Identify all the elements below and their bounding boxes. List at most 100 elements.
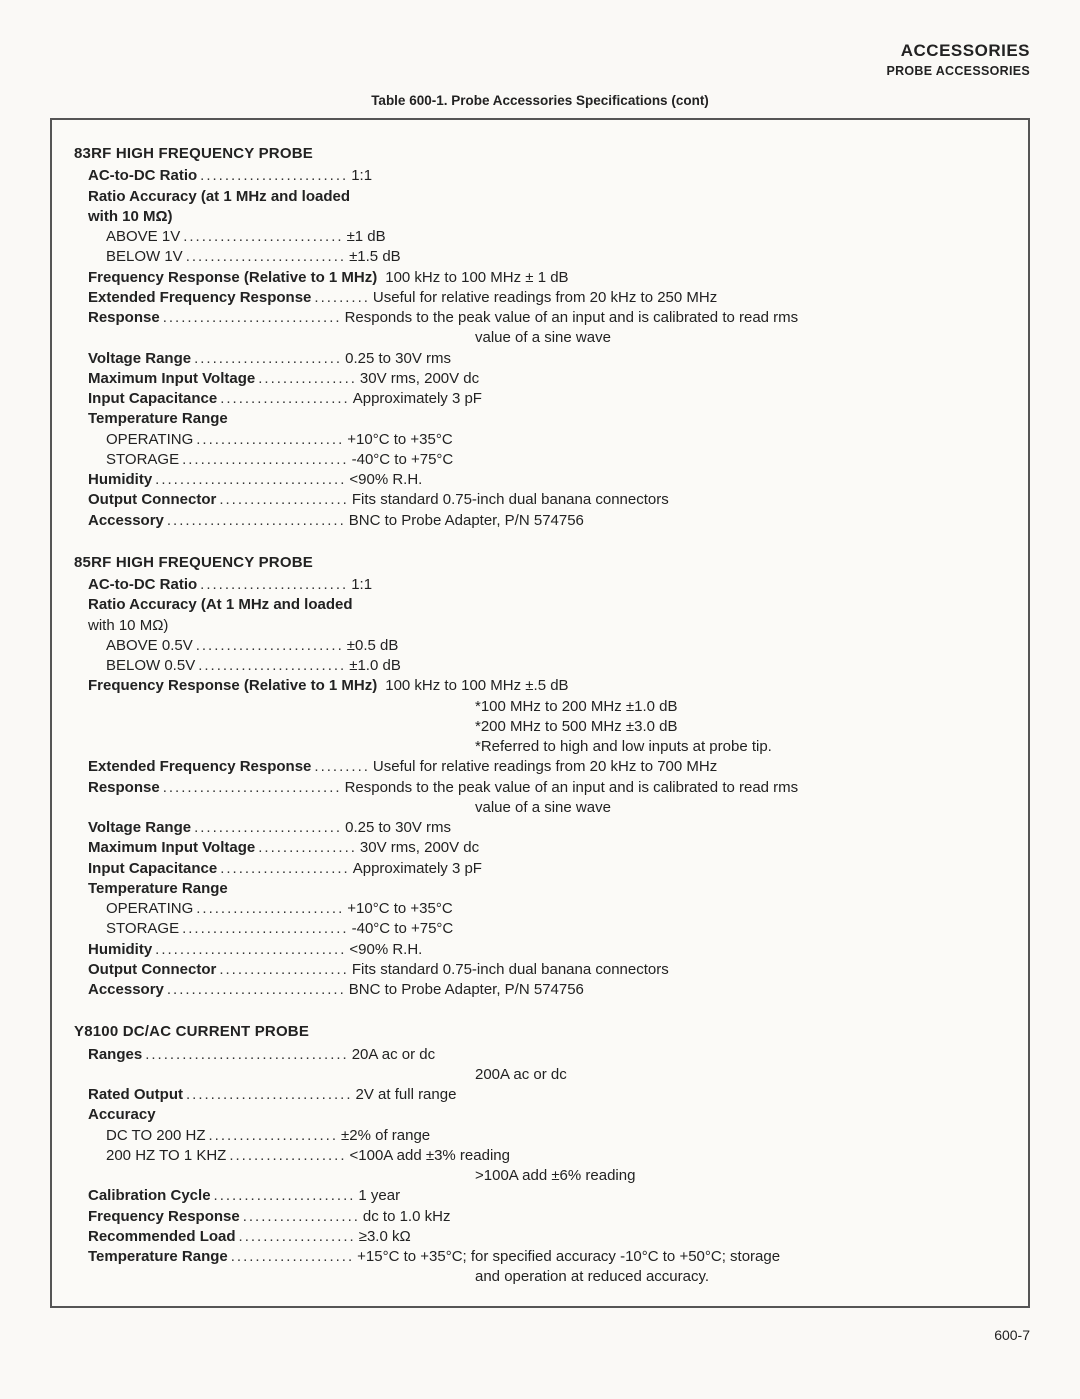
spec-label: Extended Frequency Response [88, 288, 311, 308]
spec-value: Fits standard 0.75-inch dual banana conn… [352, 960, 1006, 980]
spec-label: Temperature Range [88, 1247, 228, 1267]
spec-label: ABOVE 1V [106, 227, 180, 247]
spec-label: Humidity [88, 940, 152, 960]
spec-row: AC-to-DC Ratio ........................ … [74, 575, 1006, 595]
spec-value: -40°C to +75°C [352, 919, 1006, 939]
spec-value: 0.25 to 30V rms [345, 349, 1006, 369]
spec-value: ±1 dB [347, 227, 1006, 247]
table-caption: Table 600-1. Probe Accessories Specifica… [50, 92, 1030, 110]
spec-label: Ranges [88, 1045, 142, 1065]
spec-label: STORAGE [106, 450, 179, 470]
leader-dots: ................... [240, 1207, 363, 1227]
spec-label: Input Capacitance [88, 389, 217, 409]
leader-dots: ........................ [197, 166, 351, 186]
leader-dots: ..................... [217, 389, 353, 409]
spec-row: Extended Frequency Response ......... Us… [74, 288, 1006, 308]
leader-dots: ........................ [191, 818, 345, 838]
spec-row: STORAGE ........................... -40°… [74, 450, 1006, 470]
leader-dots: ............................... [152, 470, 349, 490]
spec-label: Accessory [88, 511, 164, 531]
spec-value-cont: >100A add ±6% reading [74, 1166, 1006, 1186]
spec-row: Input Capacitance ..................... … [74, 859, 1006, 879]
spec-row: ABOVE 1V .......................... ±1 d… [74, 227, 1006, 247]
leader-dots: ........................ [197, 575, 351, 595]
spec-label: Rated Output [88, 1085, 183, 1105]
spec-label: Humidity [88, 470, 152, 490]
spec-label: BELOW 0.5V [106, 656, 195, 676]
spec-row: Temperature Range .................... +… [74, 1247, 1006, 1267]
spec-row: ABOVE 0.5V ........................ ±0.5… [74, 636, 1006, 656]
spec-value: Approximately 3 pF [353, 389, 1006, 409]
leader-dots: ............................. [160, 778, 345, 798]
spec-row: Accuracy [74, 1105, 1006, 1125]
spec-row: BELOW 1V .......................... ±1.5… [74, 247, 1006, 267]
spec-row: Maximum Input Voltage ................ 3… [74, 838, 1006, 858]
spec-label: Accuracy [88, 1105, 156, 1125]
spec-label: Frequency Response (Relative to 1 MHz) [88, 268, 377, 288]
spec-label: STORAGE [106, 919, 179, 939]
leader-dots: ............................. [164, 511, 349, 531]
spec-value: BNC to Probe Adapter, P/N 574756 [349, 511, 1006, 531]
leader-dots: ........................ [193, 430, 347, 450]
spec-label: Ratio Accuracy (At 1 MHz and loaded [88, 595, 353, 615]
spec-value: dc to 1.0 kHz [363, 1207, 1006, 1227]
leader-dots: .................... [228, 1247, 357, 1267]
spec-row: Response ............................. R… [74, 308, 1006, 328]
spec-label: Voltage Range [88, 349, 191, 369]
spec-box: 83RF HIGH FREQUENCY PROBE AC-to-DC Ratio… [50, 118, 1030, 1308]
spec-row: Output Connector ..................... F… [74, 490, 1006, 510]
spec-row: Humidity ...............................… [74, 470, 1006, 490]
spec-row: Ranges .................................… [74, 1045, 1006, 1065]
header-title: ACCESSORIES [50, 40, 1030, 63]
spec-value: 1:1 [351, 575, 1006, 595]
spec-value-cont: value of a sine wave [74, 328, 1006, 348]
spec-row: Frequency Response (Relative to 1 MHz) 1… [74, 676, 1006, 696]
leader-dots: ........................... [179, 919, 352, 939]
spec-value: <90% R.H. [349, 940, 1006, 960]
leader-dots: ................ [255, 369, 360, 389]
spec-row: DC TO 200 HZ ..................... ±2% o… [74, 1126, 1006, 1146]
spec-label: BELOW 1V [106, 247, 183, 267]
spec-label: Ratio Accuracy (at 1 MHz and loaded [88, 187, 350, 207]
spec-value: 2V at full range [356, 1085, 1006, 1105]
spec-label: Response [88, 778, 160, 798]
leader-dots: ........................... [179, 450, 352, 470]
spec-label: Maximum Input Voltage [88, 838, 255, 858]
spec-label: AC-to-DC Ratio [88, 166, 197, 186]
spec-label: ABOVE 0.5V [106, 636, 193, 656]
spec-label: Recommended Load [88, 1227, 236, 1247]
spec-label: OPERATING [106, 430, 193, 450]
spec-row: Output Connector ..................... F… [74, 960, 1006, 980]
spec-label: Temperature Range [88, 879, 228, 899]
spec-row: Response ............................. R… [74, 778, 1006, 798]
section-title-85rf: 85RF HIGH FREQUENCY PROBE [74, 553, 1006, 573]
spec-value: Responds to the peak value of an input a… [345, 308, 1006, 328]
spec-label: Output Connector [88, 960, 216, 980]
spec-value: ±0.5 dB [347, 636, 1006, 656]
spec-value: 30V rms, 200V dc [360, 369, 1006, 389]
spec-value: Responds to the peak value of an input a… [345, 778, 1006, 798]
spec-row: Ratio Accuracy (at 1 MHz and loaded [74, 187, 1006, 207]
spec-value: ±2% of range [341, 1126, 1006, 1146]
spec-row: with 10 MΩ) [74, 207, 1006, 227]
spec-value: ±1.0 dB [349, 656, 1006, 676]
spec-value-cont: *100 MHz to 200 MHz ±1.0 dB [74, 697, 1006, 717]
spec-value-cont: value of a sine wave [74, 798, 1006, 818]
spec-label: Frequency Response [88, 1207, 240, 1227]
spec-label: Frequency Response (Relative to 1 MHz) [88, 676, 377, 696]
leader-dots: ......... [311, 288, 373, 308]
spec-row: Rated Output ...........................… [74, 1085, 1006, 1105]
spec-value: 100 kHz to 100 MHz ±.5 dB [385, 676, 1006, 696]
page-number: 600-7 [50, 1326, 1030, 1345]
spec-row: Ratio Accuracy (At 1 MHz and loaded [74, 595, 1006, 615]
spec-row: Calibration Cycle ......................… [74, 1186, 1006, 1206]
leader-dots: ..................... [216, 490, 352, 510]
section-title-83rf: 83RF HIGH FREQUENCY PROBE [74, 144, 1006, 164]
spec-value: +10°C to +35°C [347, 430, 1006, 450]
spec-row: with 10 MΩ) [74, 616, 1006, 636]
leader-dots: ........................ [195, 656, 349, 676]
spec-label: Maximum Input Voltage [88, 369, 255, 389]
spec-value-cont: *Referred to high and low inputs at prob… [74, 737, 1006, 757]
leader-dots: ................... [226, 1146, 349, 1166]
spec-row: 200 HZ TO 1 KHZ ................... <100… [74, 1146, 1006, 1166]
